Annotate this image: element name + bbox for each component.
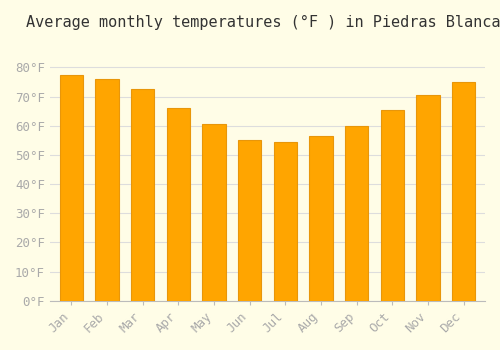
Title: Average monthly temperatures (°F ) in Piedras Blancas: Average monthly temperatures (°F ) in Pi…	[26, 15, 500, 30]
Bar	[274, 142, 297, 301]
Bar	[131, 89, 154, 301]
Bar	[452, 82, 475, 301]
Bar	[202, 124, 226, 301]
Bar	[166, 108, 190, 301]
Bar	[345, 126, 368, 301]
Bar	[380, 110, 404, 301]
Bar	[238, 140, 261, 301]
Bar	[310, 136, 332, 301]
Bar	[60, 75, 83, 301]
Bar	[416, 95, 440, 301]
Bar	[96, 79, 118, 301]
